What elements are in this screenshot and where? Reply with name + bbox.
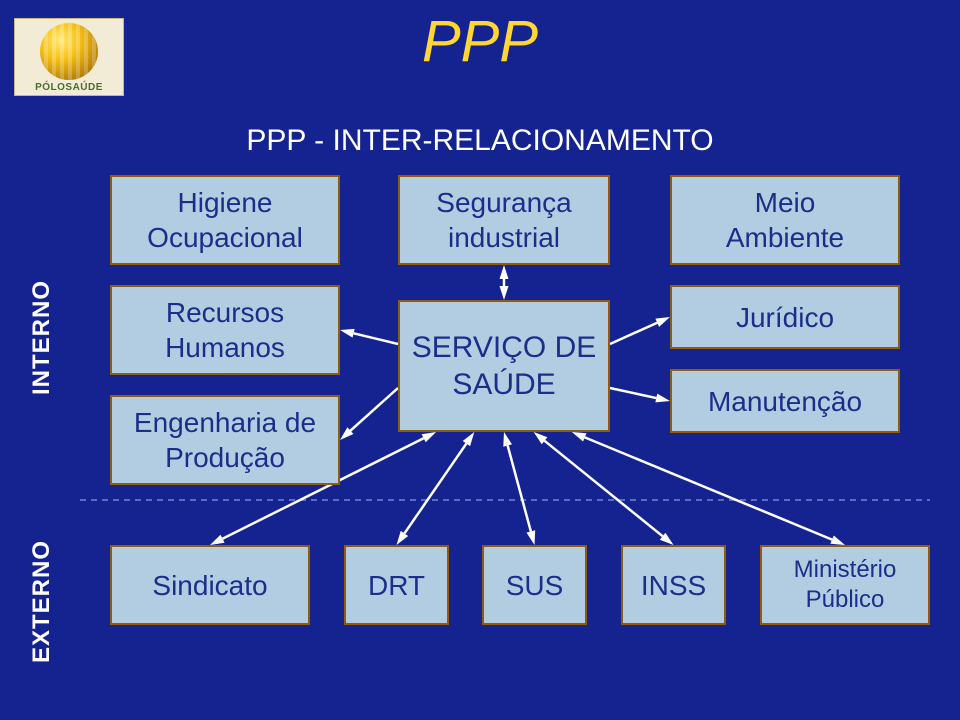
node-higiene: Higiene Ocupacional — [110, 175, 340, 265]
logo-text: PÓLOSAÚDE — [35, 82, 103, 93]
node-seguranca: Segurança industrial — [398, 175, 610, 265]
node-manutencao: Manutenção — [670, 369, 900, 433]
node-juridico: Jurídico — [670, 285, 900, 349]
page-title: PPP — [0, 8, 960, 75]
slide-root: PÓLOSAÚDE PPP PPP - INTER-RELACIONAMENTO… — [0, 0, 960, 720]
node-sindicato: Sindicato — [110, 545, 310, 625]
node-drt: DRT — [344, 545, 449, 625]
node-recursos: Recursos Humanos — [110, 285, 340, 375]
node-meio: Meio Ambiente — [670, 175, 900, 265]
node-inss: INSS — [621, 545, 726, 625]
node-engenharia: Engenharia de Produção — [110, 395, 340, 485]
vlabel-externo: EXTERNO — [28, 540, 56, 663]
node-servico: SERVIÇO DE SAÚDE — [398, 300, 610, 432]
page-subtitle: PPP - INTER-RELACIONAMENTO — [0, 124, 960, 158]
vlabel-interno: INTERNO — [28, 280, 56, 395]
node-ministerio: Ministério Público — [760, 545, 930, 625]
node-sus: SUS — [482, 545, 587, 625]
